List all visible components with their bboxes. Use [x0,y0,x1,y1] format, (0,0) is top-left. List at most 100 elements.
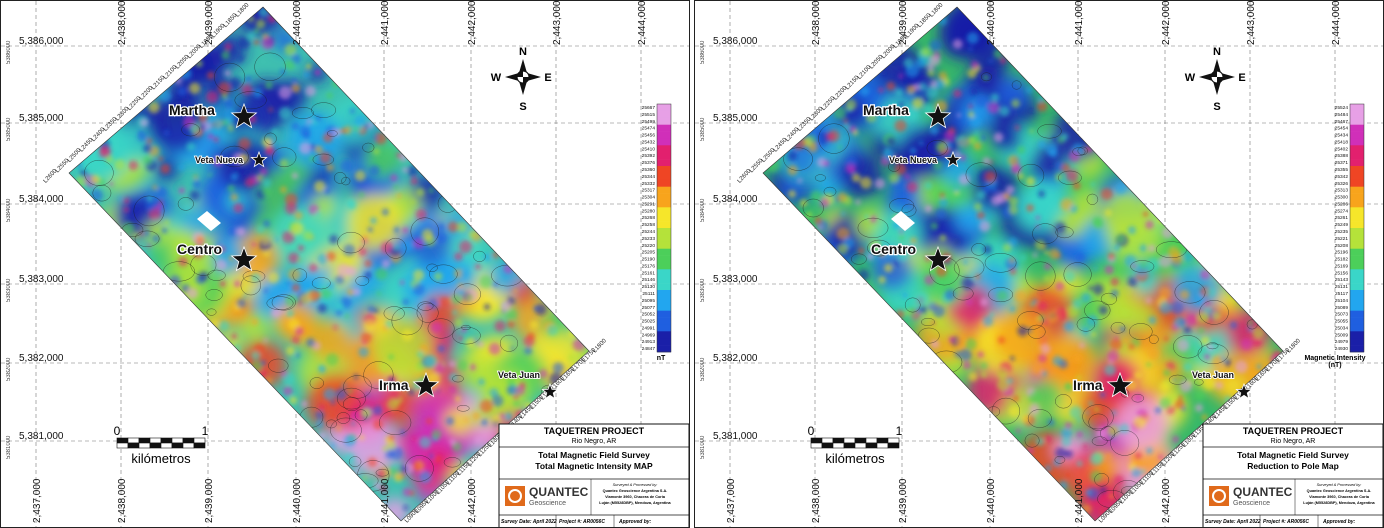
legend-swatch [657,152,671,160]
field-speckle [259,167,268,176]
field-speckle [1020,414,1030,423]
field-speckle [421,228,434,241]
field-speckle [344,313,350,319]
field-speckle [1038,290,1044,296]
field-speckle [976,190,986,200]
field-speckle [938,71,948,81]
contour-line [309,377,324,389]
vein-star-icon [250,150,268,168]
legend-value: 25111 [642,291,655,297]
field-speckle [291,172,299,179]
contour-line [330,417,362,443]
contour-line [1055,394,1072,409]
northing-label: 5,385,000 [19,113,64,124]
contour-line [214,62,246,92]
contour-line [1194,378,1204,386]
field-speckle [212,156,223,167]
field-speckle [376,469,386,479]
field-speckle [286,281,291,286]
contour-line [1055,226,1074,239]
vein-star-icon [944,150,962,168]
field-speckle [1035,437,1045,447]
field-speckle [959,348,972,362]
contour-line [206,308,217,316]
field-speckle [1183,362,1193,372]
field-speckle [224,98,235,109]
contour-line [1168,374,1187,385]
legend-swatch [657,345,671,353]
field-speckle [146,138,153,144]
map-title-line2: Total Magnetic Intensity MAP [535,461,653,471]
field-speckle [378,361,390,373]
field-speckle [1122,309,1129,315]
legend-value: 25456 [642,133,656,139]
contour-line [904,297,921,313]
field-blob [1101,190,1153,242]
south-label: S [519,101,526,113]
field-speckle [403,505,409,511]
field-speckle [178,187,186,194]
field-speckle [1088,286,1093,291]
legend-swatch [1350,179,1364,187]
field-speckle [350,420,356,426]
field-speckle [363,320,376,332]
location-label: Martha [169,102,215,118]
field-speckle [898,73,904,79]
field-speckle [966,32,979,44]
field-speckle [1006,377,1014,385]
legend-value: 24930 [1335,346,1349,352]
field-speckle [192,247,204,259]
legend-unit-label: (nT) [1328,362,1341,369]
field-speckle [527,332,536,341]
legend-swatch [1350,124,1364,132]
contour-line [1174,281,1206,304]
field-speckle [1044,435,1053,444]
contour-line [242,270,266,283]
field-speckle [1200,269,1210,280]
field-blob [145,218,171,244]
field-speckle [924,205,933,213]
field-speckle [448,386,457,394]
field-speckle [333,325,338,330]
contour-line [1088,413,1109,431]
field-speckle [218,320,230,332]
field-speckle [1105,452,1112,459]
field-speckle [1072,181,1081,190]
field-speckle [883,263,893,273]
field-speckle [1108,493,1115,499]
contour-line [867,239,892,257]
contour-line [378,410,412,435]
contour-line [452,326,481,345]
field-speckle [868,239,882,253]
field-speckle [1215,381,1224,390]
field-speckle [991,187,998,194]
field-speckle [388,434,395,441]
field-speckle [235,54,244,63]
field-speckle [1076,460,1083,467]
field-speckle [286,309,295,318]
scale-end-label: 1 [896,424,903,438]
field-speckle [258,7,269,18]
field-speckle [1145,298,1152,304]
field-speckle [552,362,564,374]
field-speckle [1044,276,1050,281]
field-speckle [1072,354,1083,364]
field-speckle [1195,403,1204,412]
field-speckle [823,160,830,167]
contour-line [953,257,985,278]
field-speckle [1066,305,1079,318]
legend-swatch [657,269,671,277]
field-speckle [315,211,321,217]
legend-value: 25055 [1335,319,1349,325]
field-speckle [344,452,355,464]
legend-swatch [1350,338,1364,346]
field-speckle [370,217,377,225]
field-speckle [1064,449,1073,459]
field-speckle [417,318,422,323]
field-speckle [1224,359,1232,367]
legend-value: 25332 [642,181,656,187]
field-speckle [285,294,298,308]
contour-line [292,268,308,282]
legend-value: 25077 [642,305,656,311]
field-speckle [1014,125,1020,131]
